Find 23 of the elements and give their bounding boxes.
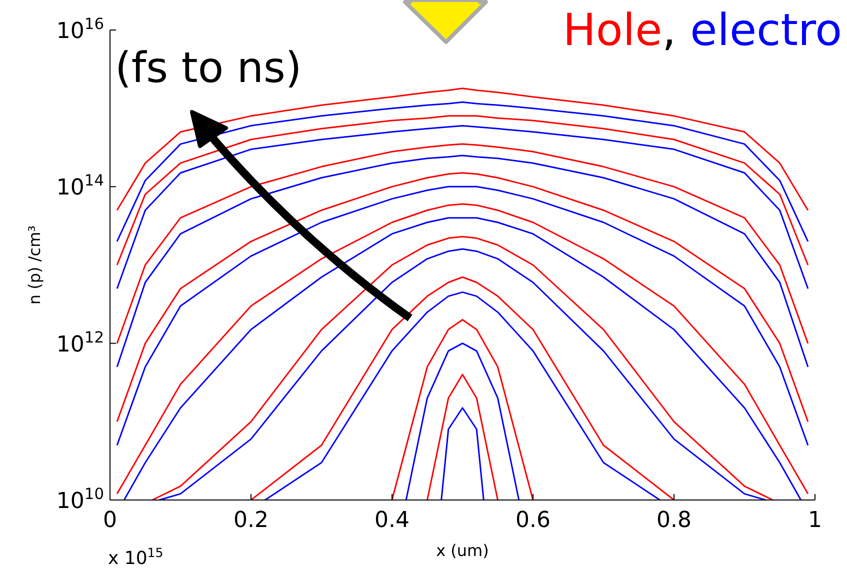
line-series — [116, 101, 809, 242]
text: x 10$^{15}$ — [108, 544, 164, 569]
chart-title: Hole, electro — [562, 5, 842, 56]
x-tick-label: 0 — [103, 508, 117, 534]
x-tick-label: 0.8 — [656, 508, 692, 534]
line-series — [116, 143, 809, 344]
line-series — [116, 154, 809, 368]
line-series — [116, 124, 809, 290]
x-tick-label: 0.2 — [234, 508, 268, 534]
x-axis-title: x (um) — [436, 541, 489, 560]
line-series — [116, 115, 809, 266]
y-tick-label: 10$^{10}$ — [56, 485, 104, 514]
line-series — [405, 342, 520, 501]
annotation: (fs to ns) — [115, 43, 302, 92]
x-tick-label: 1 — [808, 508, 822, 534]
x-tick-label: 0.4 — [374, 508, 410, 534]
x-tick-label: 0.6 — [516, 508, 550, 534]
line-series — [391, 319, 534, 501]
y-tick-label: 10$^{14}$ — [56, 172, 104, 201]
y-tick-label: 10$^{16}$ — [56, 15, 104, 44]
y-tick-label: 10$^{12}$ — [56, 328, 104, 358]
line-series — [116, 88, 809, 211]
y-axis-title: n (p) /cm³ — [25, 225, 44, 305]
